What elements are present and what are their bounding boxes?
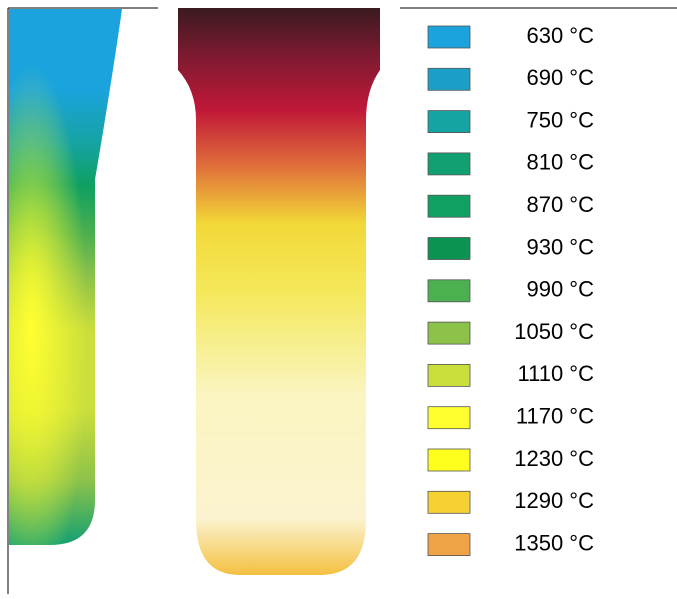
legend-swatch — [427, 237, 471, 260]
legend-swatch — [427, 363, 471, 387]
legend-label: 870 °C — [526, 192, 594, 217]
legend-label: 1110 °C — [518, 361, 595, 386]
legend-swatch — [427, 110, 471, 133]
legend-label: 1230 °C — [514, 446, 594, 471]
legend-swatch — [427, 321, 471, 345]
legend-label: 810 °C — [526, 150, 594, 175]
legend-label: 930 °C — [526, 234, 594, 259]
legend-label: 630 °C — [526, 23, 594, 48]
legend-swatch — [427, 194, 471, 218]
simulation-hotspot — [9, 9, 122, 545]
legend-swatch — [427, 406, 471, 430]
photo — [178, 8, 380, 575]
legend-label: 1170 °C — [516, 404, 594, 429]
legend-swatch — [427, 152, 471, 176]
legend-label: 1350 °C — [514, 530, 594, 555]
legend-label: 1290 °C — [514, 488, 594, 513]
legend-label: 990 °C — [526, 277, 594, 302]
legend-swatch — [427, 448, 471, 472]
legend-swatch — [427, 490, 471, 514]
legend: 630 °C 690 °C 750 °C 810 °C 870 °C 930 °C 990 … — [427, 23, 595, 556]
legend-label: 1050 °C — [514, 319, 594, 344]
legend-swatch — [427, 533, 471, 556]
legend-label: 750 °C — [526, 107, 594, 132]
legend-label: 690 °C — [526, 65, 594, 90]
legend-swatch — [427, 67, 471, 91]
legend-swatch — [427, 25, 471, 49]
legend-swatch — [427, 279, 471, 303]
